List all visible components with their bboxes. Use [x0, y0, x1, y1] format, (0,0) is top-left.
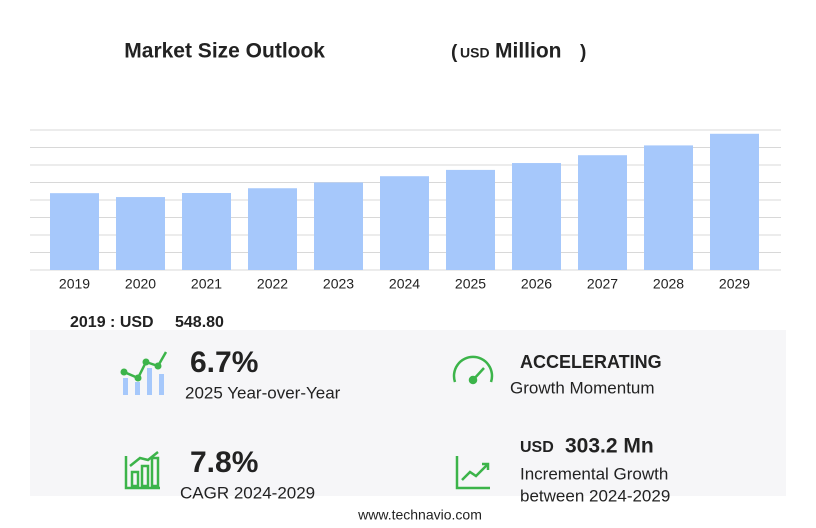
incremental-label-2: between 2024-2029	[520, 486, 670, 505]
x-tick-label: 2028	[653, 276, 684, 292]
incremental-label: Incremental Growth	[520, 464, 668, 483]
bar	[446, 169, 495, 270]
x-tick-label: 2026	[521, 276, 552, 292]
yoy-label: 2025 Year-over-Year	[185, 383, 341, 402]
x-tick-label: 2029	[719, 276, 750, 292]
bar	[50, 193, 99, 270]
bar	[710, 133, 759, 270]
bar	[644, 145, 693, 270]
unit: Million	[495, 40, 562, 63]
cagr-label: CAGR 2024-2029	[180, 483, 315, 502]
x-tick-label: 2019	[59, 276, 90, 292]
momentum-icon	[452, 355, 494, 385]
bar	[182, 193, 231, 270]
bar	[578, 155, 627, 270]
x-tick-label: 2021	[191, 276, 222, 292]
unit-open: (	[451, 42, 458, 63]
x-tick-label: 2025	[455, 276, 486, 292]
x-tick-label: 2020	[125, 276, 156, 292]
footer: www.technavio.com	[357, 507, 482, 523]
bar	[314, 182, 363, 270]
bar	[248, 188, 297, 270]
unit-close: )	[580, 42, 586, 63]
x-tick-label: 2024	[389, 276, 420, 292]
x-tick-label: 2023	[323, 276, 354, 292]
chart-title: Market Size Outlook	[124, 40, 325, 63]
yoy-icon	[120, 351, 168, 395]
summary-panel	[30, 330, 786, 496]
incremental-icon	[455, 456, 490, 490]
bar	[380, 176, 429, 270]
incremental-prefix: USD	[520, 439, 554, 456]
base-value: 548.80	[175, 314, 224, 331]
unit-prefix: USD	[460, 45, 490, 61]
momentum-label: Growth Momentum	[510, 378, 655, 397]
base-label: 2019 : USD	[70, 314, 154, 331]
cagr-value: 7.8%	[190, 446, 258, 479]
bar	[116, 197, 165, 270]
bar	[512, 163, 561, 270]
incremental-value: 303.2 Mn	[565, 435, 654, 458]
yoy-value: 6.7%	[190, 346, 258, 379]
momentum-value: ACCELERATING	[520, 352, 662, 372]
x-tick-label: 2022	[257, 276, 288, 292]
cagr-icon	[124, 451, 160, 490]
x-tick-label: 2027	[587, 276, 618, 292]
